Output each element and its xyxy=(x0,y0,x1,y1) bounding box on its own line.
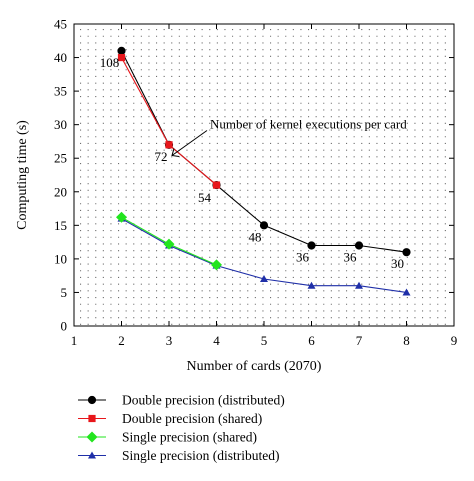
data-point-circle xyxy=(307,241,316,250)
series-single-precision-shared xyxy=(116,211,222,271)
data-label: 72 xyxy=(155,149,168,164)
data-point-triangle xyxy=(307,281,316,289)
legend-entry: Single precision (shared) xyxy=(78,430,257,445)
annotation-arrow-head xyxy=(171,148,180,158)
y-tick-label: 0 xyxy=(61,319,68,334)
y-tick-label: 35 xyxy=(54,84,67,99)
data-label: 30 xyxy=(391,256,404,271)
data-label: 36 xyxy=(344,249,358,264)
x-tick-label: 2 xyxy=(118,333,125,348)
data-point-circle xyxy=(87,395,97,405)
x-tick-label: 5 xyxy=(261,333,268,348)
data-point-square xyxy=(117,53,126,62)
annotation-text: Number of kernel executions per card xyxy=(210,117,407,132)
y-tick-label: 20 xyxy=(54,184,67,199)
series xyxy=(116,46,411,296)
y-tick-label: 5 xyxy=(61,285,68,300)
x-axis-title: Number of cards (2070) xyxy=(187,359,322,374)
legend-label: Single precision (distributed) xyxy=(122,448,279,463)
data-point-triangle xyxy=(355,281,363,289)
legend: Double precision (distributed) Double pre… xyxy=(78,393,285,463)
data-point-triangle xyxy=(402,288,411,296)
legend-label: Double precision (shared) xyxy=(122,411,262,426)
x-tick-label: 3 xyxy=(166,333,173,348)
y-tick-label: 40 xyxy=(54,50,67,65)
x-tick-label: 1 xyxy=(71,333,78,348)
data-point-circle xyxy=(117,46,126,55)
y-tick-label: 15 xyxy=(54,218,67,233)
annotation-arrow-line xyxy=(171,130,208,156)
data-point-diamond xyxy=(86,431,98,443)
grid-dot-pattern xyxy=(80,29,446,325)
y-tick-label: 25 xyxy=(54,151,67,166)
x-tick-label: 7 xyxy=(356,333,363,348)
data-point-diamond xyxy=(116,211,127,223)
y-axis-title: Computing time (s) xyxy=(15,120,30,230)
data-point-circle xyxy=(259,221,269,230)
legend-entry: Double precision (distributed) xyxy=(78,393,285,408)
data-label: 36 xyxy=(296,249,310,264)
data-point-square xyxy=(165,141,173,149)
data-point-square xyxy=(212,181,221,189)
data-point-diamond xyxy=(211,259,222,271)
data-label: 108 xyxy=(100,55,120,70)
x-tick-label: 9 xyxy=(451,333,458,348)
annotation: Number of kernel executions per card xyxy=(171,117,407,158)
y-tick-label: 30 xyxy=(54,117,67,132)
y-tick-label: 45 xyxy=(54,17,67,32)
data-point-circle xyxy=(354,241,364,250)
grid-dots xyxy=(80,29,446,325)
data-label: 48 xyxy=(249,229,262,244)
series-double-precision-shared xyxy=(117,53,221,189)
x-tick-label: 6 xyxy=(308,333,315,348)
data-point-square xyxy=(88,414,96,423)
data-point-circle xyxy=(402,248,411,257)
x-tick-label: 4 xyxy=(213,333,220,348)
x-tick-label: 8 xyxy=(403,333,410,348)
data-point-diamond xyxy=(163,238,175,250)
y-tick-label: 10 xyxy=(54,251,67,266)
data-label: 54 xyxy=(198,190,212,205)
data-point-triangle xyxy=(88,451,96,459)
data-point-triangle xyxy=(260,275,268,283)
legend-label: Double precision (distributed) xyxy=(122,393,285,408)
legend-entry: Double precision (shared) xyxy=(78,411,262,426)
data-labels: 108 72 54 48 36 36 30 xyxy=(100,55,404,271)
legend-label: Single precision (shared) xyxy=(122,430,257,445)
legend-entry: Single precision (distributed) xyxy=(78,448,279,463)
